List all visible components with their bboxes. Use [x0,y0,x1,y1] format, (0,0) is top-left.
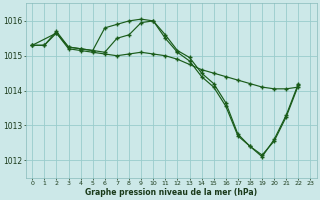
X-axis label: Graphe pression niveau de la mer (hPa): Graphe pression niveau de la mer (hPa) [85,188,257,197]
